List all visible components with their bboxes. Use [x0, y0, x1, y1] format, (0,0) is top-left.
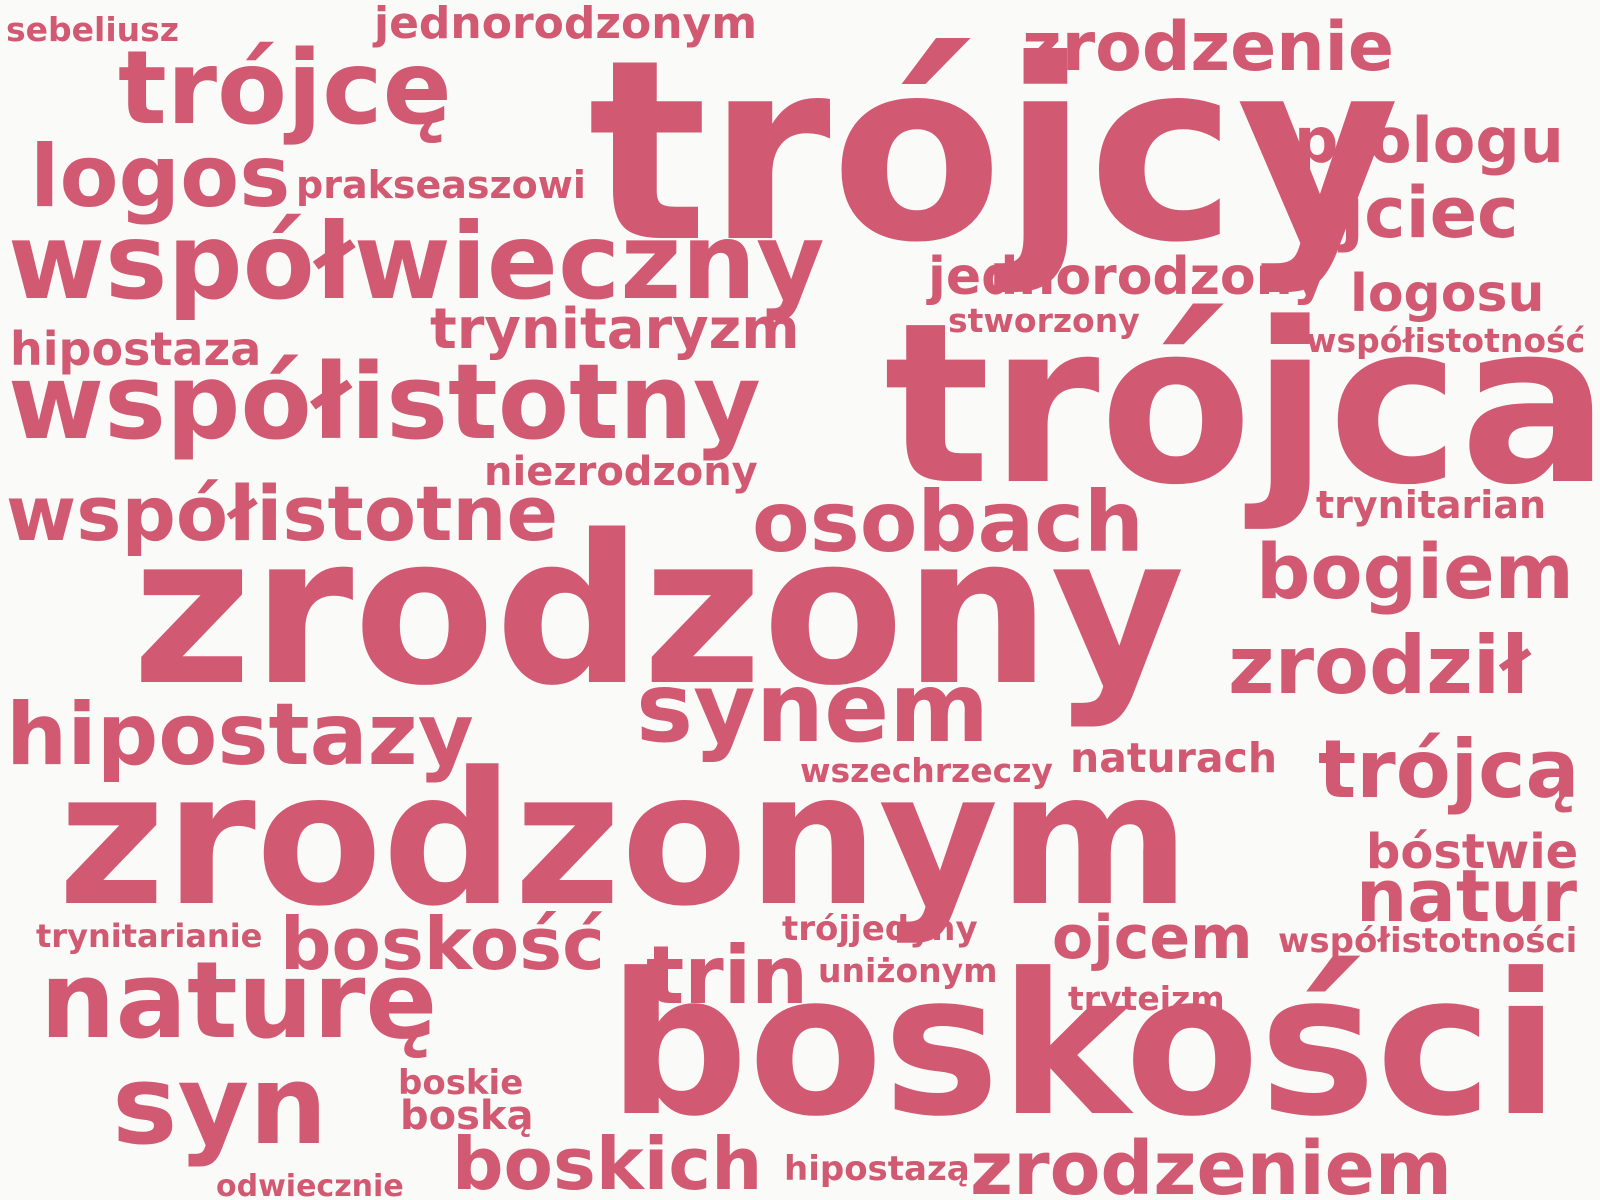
word: zrodzony	[132, 491, 1185, 731]
word: współistotne	[6, 469, 559, 558]
word: współistotny	[8, 341, 761, 463]
word: wszechrzeczy	[800, 751, 1053, 790]
word: zrodzenie	[1022, 8, 1395, 87]
word: zrodzonym	[58, 733, 1191, 947]
word: logosu	[1350, 264, 1545, 324]
word: trynitarianie	[36, 917, 263, 955]
word: hipostaza	[10, 322, 262, 376]
word: synem	[636, 652, 990, 764]
word: hipostazą	[784, 1149, 970, 1189]
word: prologu	[1294, 104, 1564, 177]
word: zrodził	[1228, 619, 1530, 712]
word: naturę	[40, 939, 438, 1062]
word: trin	[646, 929, 809, 1022]
word: tryteizm	[1068, 979, 1225, 1018]
word: współwieczny	[8, 201, 825, 323]
word: jednorodzony	[928, 247, 1327, 307]
word: trójcę	[118, 29, 452, 148]
word: trójca	[884, 276, 1600, 534]
word: boską	[400, 1093, 534, 1139]
word: sebeliusz	[6, 10, 179, 49]
word: trynitarian	[1316, 483, 1547, 527]
word: hipostazy	[6, 685, 474, 785]
word: ojcem	[1052, 903, 1253, 973]
word: syn	[112, 1041, 328, 1169]
word: natur	[1356, 854, 1578, 938]
word: prakseaszowi	[296, 163, 586, 207]
word: współistotność	[1306, 321, 1586, 360]
word: naturach	[1070, 734, 1278, 782]
word: bóstwie	[1366, 824, 1579, 880]
word: boskości	[608, 932, 1560, 1160]
word: boskich	[452, 1122, 763, 1200]
word: boskość	[280, 902, 605, 986]
word: trójjedyny	[782, 909, 978, 949]
word: osobach	[752, 473, 1144, 571]
word: trynitaryzm	[430, 297, 800, 362]
word: stworzony	[948, 301, 1140, 340]
word: ojciec	[1292, 172, 1519, 254]
word: odwiecznie	[216, 1169, 404, 1200]
word: boskie	[398, 1063, 524, 1103]
word: niezrodzony	[484, 449, 758, 495]
word: współistotności	[1278, 921, 1578, 961]
word: zrodzeniem	[970, 1126, 1452, 1200]
word: bogiem	[1256, 527, 1574, 616]
word: logos	[30, 127, 291, 227]
word: jednorodzonym	[374, 0, 758, 49]
word: trójcą	[1318, 723, 1580, 816]
word: uniżonym	[818, 951, 998, 990]
word: trójcy	[588, 6, 1400, 297]
